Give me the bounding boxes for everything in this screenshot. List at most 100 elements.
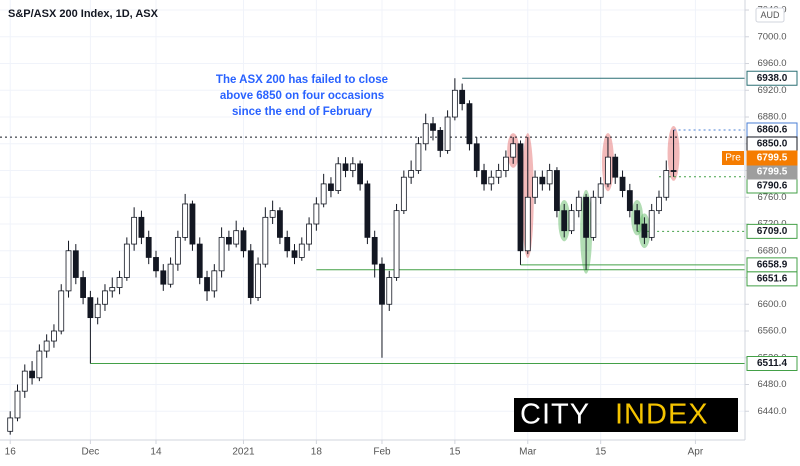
candle-body <box>328 183 334 191</box>
candle-body <box>379 263 385 305</box>
price-label-box <box>746 271 798 287</box>
logo-text: INDEX <box>615 399 709 431</box>
y-tick-label: 6560.0 <box>757 326 786 337</box>
price-label-box <box>746 356 798 372</box>
annotation-line: The ASX 200 has failed to close <box>216 74 388 86</box>
candle-body <box>605 156 611 185</box>
price-label: 6799.5 <box>757 167 788 178</box>
candle-body <box>357 163 364 185</box>
candle-body <box>634 210 641 225</box>
candle-body <box>291 250 298 258</box>
price-label: 6658.9 <box>757 260 788 271</box>
candle-body <box>459 89 466 105</box>
candle-body <box>670 170 677 172</box>
candle-body <box>524 196 531 252</box>
candle-body <box>21 370 28 392</box>
candle-body <box>575 196 582 212</box>
x-tick-label: 18 <box>311 447 323 458</box>
x-tick-label: 15 <box>595 447 607 458</box>
price-label: 6860.6 <box>757 125 788 136</box>
candle-body <box>269 210 276 218</box>
candle-body <box>160 270 167 285</box>
candle-body <box>65 250 72 292</box>
candle-body <box>36 350 43 379</box>
candle-body <box>400 176 407 212</box>
currency: AUD <box>760 10 780 20</box>
candle-body <box>641 223 648 238</box>
candle-body <box>437 129 444 151</box>
candle-body <box>145 236 152 258</box>
candle-body <box>663 170 670 198</box>
x-tick-label: 15 <box>449 447 461 458</box>
candle-body <box>386 277 393 305</box>
candle-body <box>393 210 400 278</box>
candle-body <box>583 196 589 238</box>
candle-body <box>313 203 320 225</box>
candle-body <box>612 156 619 178</box>
candle-body <box>138 216 145 238</box>
candle-body <box>597 183 604 198</box>
candle-body <box>408 170 415 178</box>
x-tick-label: Apr <box>688 447 704 458</box>
candle-body <box>167 263 174 285</box>
candle-body <box>488 176 495 185</box>
candle-body <box>182 203 189 238</box>
candle-body <box>554 170 560 212</box>
candle-body <box>503 156 509 171</box>
candle-body <box>233 230 240 245</box>
y-tick-label: 6920.0 <box>757 85 786 96</box>
annotation-line: above 6850 on four occasions <box>220 90 384 102</box>
candle-body <box>14 390 21 419</box>
y-tick-label: 6480.0 <box>757 379 786 390</box>
candle-body <box>277 210 283 238</box>
candle-body <box>58 290 65 332</box>
candle-body <box>619 176 626 191</box>
candle-body <box>532 176 538 198</box>
y-tick-label: 6760.0 <box>757 192 786 203</box>
candle-body <box>255 263 261 298</box>
price-label: 6651.6 <box>757 274 788 285</box>
candle-body <box>648 210 655 238</box>
x-tick-label: 14 <box>150 447 162 458</box>
candle-body <box>422 123 429 145</box>
candle-body <box>123 243 130 278</box>
pre-tag: Pre <box>725 153 741 164</box>
logo-box <box>514 398 738 432</box>
candle-body <box>342 163 349 171</box>
candle-body <box>116 277 123 288</box>
candle-body <box>451 89 458 118</box>
candle-body <box>626 190 633 212</box>
candle-body <box>284 236 291 252</box>
candle-body <box>262 216 269 265</box>
candle-body <box>153 257 159 272</box>
price-label: 6938.0 <box>757 73 788 84</box>
price-label-box <box>746 70 798 86</box>
candle-body <box>298 243 305 258</box>
price-label: 6709.0 <box>757 226 788 237</box>
annotation-line: since the end of February <box>232 106 373 118</box>
candle-body <box>466 103 473 145</box>
price-label: 6799.5 <box>757 153 788 164</box>
candle-body <box>444 116 451 151</box>
candle-body <box>80 277 87 298</box>
y-tick-label: 7000.0 <box>757 31 786 42</box>
pre-tag-box <box>722 150 744 165</box>
price-label: 6850.0 <box>757 139 788 150</box>
candle-body <box>87 297 94 319</box>
candle-body <box>306 223 312 245</box>
candle-body <box>364 183 371 238</box>
candle-body <box>568 210 575 232</box>
candle-body <box>546 170 553 185</box>
candle-body <box>349 163 356 171</box>
price-label: 6790.6 <box>757 181 788 192</box>
y-tick-label: 6960.0 <box>757 58 786 69</box>
candle-body <box>371 236 378 265</box>
candle-body <box>320 183 327 205</box>
price-label-box <box>746 150 798 166</box>
candle-body <box>240 230 247 252</box>
candle-body <box>29 370 35 379</box>
y-tick-label: 6440.0 <box>757 406 786 417</box>
x-tick-label: Feb <box>373 447 391 458</box>
candle-body <box>43 340 50 352</box>
